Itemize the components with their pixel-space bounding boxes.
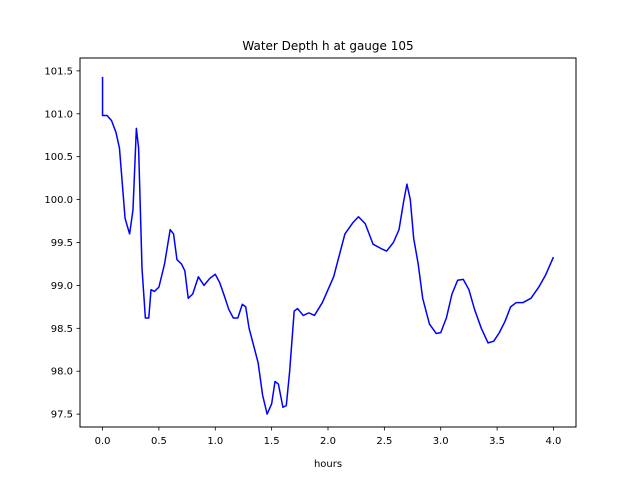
chart-title: Water Depth h at gauge 105 xyxy=(242,39,413,53)
x-axis-ticks: 0.0 0.5 1.0 1.5 2.0 2.5 3.0 3.5 4.0 xyxy=(95,427,562,447)
y-tick-label: 99.0 xyxy=(51,281,73,292)
y-tick-label: 101.5 xyxy=(44,66,73,77)
x-tick-label: 0.0 xyxy=(95,436,111,447)
x-tick-label: 2.5 xyxy=(376,436,392,447)
axes-frame xyxy=(79,57,577,428)
x-tick-label: 2.0 xyxy=(320,436,336,447)
series-layer xyxy=(101,76,555,415)
y-tick-label: 101.0 xyxy=(44,109,73,120)
y-tick-label: 100.5 xyxy=(44,152,73,163)
y-tick-label: 99.5 xyxy=(51,238,73,249)
y-tick-label: 97.5 xyxy=(51,410,73,421)
series-line-0 xyxy=(101,76,555,415)
plot-area xyxy=(80,58,576,427)
x-tick-label: 3.0 xyxy=(433,436,449,447)
x-tick-label: 3.5 xyxy=(489,436,505,447)
x-axis-label: hours xyxy=(314,459,342,470)
x-tick-label: 1.0 xyxy=(207,436,223,447)
x-tick-label: 0.5 xyxy=(151,436,167,447)
y-tick-label: 98.0 xyxy=(51,367,73,378)
y-tick-label: 98.5 xyxy=(51,324,73,335)
y-axis-ticks: 97.5 98.0 98.5 99.0 99.5 100.0 100.5 101.0 101.5 xyxy=(44,66,80,421)
y-tick-label: 100.0 xyxy=(44,195,73,206)
x-tick-label: 4.0 xyxy=(546,436,562,447)
x-tick-label: 1.5 xyxy=(264,436,280,447)
